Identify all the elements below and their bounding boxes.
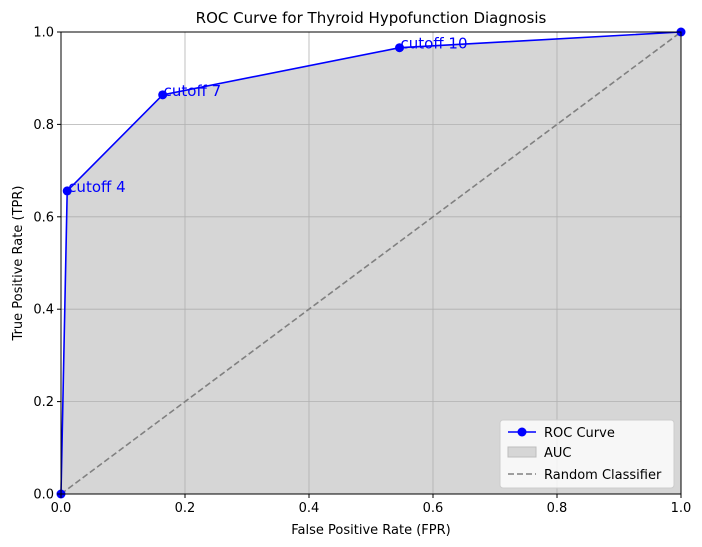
x-tick-label: 0.0 — [51, 501, 72, 516]
y-axis-ticks: 0.0 0.2 0.4 0.6 0.8 1.0 — [33, 26, 61, 503]
y-tick-label: 1.0 — [33, 26, 54, 41]
x-tick-label: 0.8 — [547, 501, 568, 516]
x-tick-label: 0.6 — [423, 501, 444, 516]
legend-random-label: Random Classifier — [544, 468, 662, 483]
chart-title: ROC Curve for Thyroid Hypofunction Diagn… — [196, 9, 547, 27]
legend: ROC Curve AUC Random Classifier — [499, 419, 675, 489]
legend-roc-marker — [517, 427, 527, 437]
plot-area: cutoff 4 cutoff 7 cutoff 10 — [56, 27, 686, 499]
y-tick-label: 0.8 — [33, 118, 54, 133]
roc-point — [62, 186, 72, 196]
y-tick-label: 0.0 — [33, 488, 54, 503]
cutoff-annotation: cutoff 7 — [164, 82, 221, 100]
y-axis-label: True Positive Rate (TPR) — [11, 186, 26, 342]
y-tick-label: 0.4 — [33, 303, 54, 318]
x-axis-ticks: 0.0 0.2 0.4 0.6 0.8 1.0 — [51, 494, 692, 516]
x-axis-label: False Positive Rate (FPR) — [291, 523, 450, 538]
x-tick-label: 0.4 — [299, 501, 320, 516]
legend-box — [499, 419, 675, 489]
y-tick-label: 0.2 — [33, 395, 54, 410]
roc-point — [395, 43, 405, 53]
cutoff-annotation: cutoff 4 — [68, 178, 125, 196]
y-tick-label: 0.6 — [33, 210, 54, 225]
x-tick-label: 1.0 — [671, 501, 692, 516]
legend-roc-label: ROC Curve — [544, 426, 615, 441]
legend-auc-label: AUC — [544, 446, 572, 461]
axes-frame — [60, 31, 682, 495]
cutoff-annotation: cutoff 10 — [401, 35, 468, 53]
x-tick-label: 0.2 — [175, 501, 196, 516]
roc-point — [158, 90, 168, 100]
random-classifier-line — [60, 31, 682, 495]
legend-auc-swatch — [507, 446, 537, 458]
